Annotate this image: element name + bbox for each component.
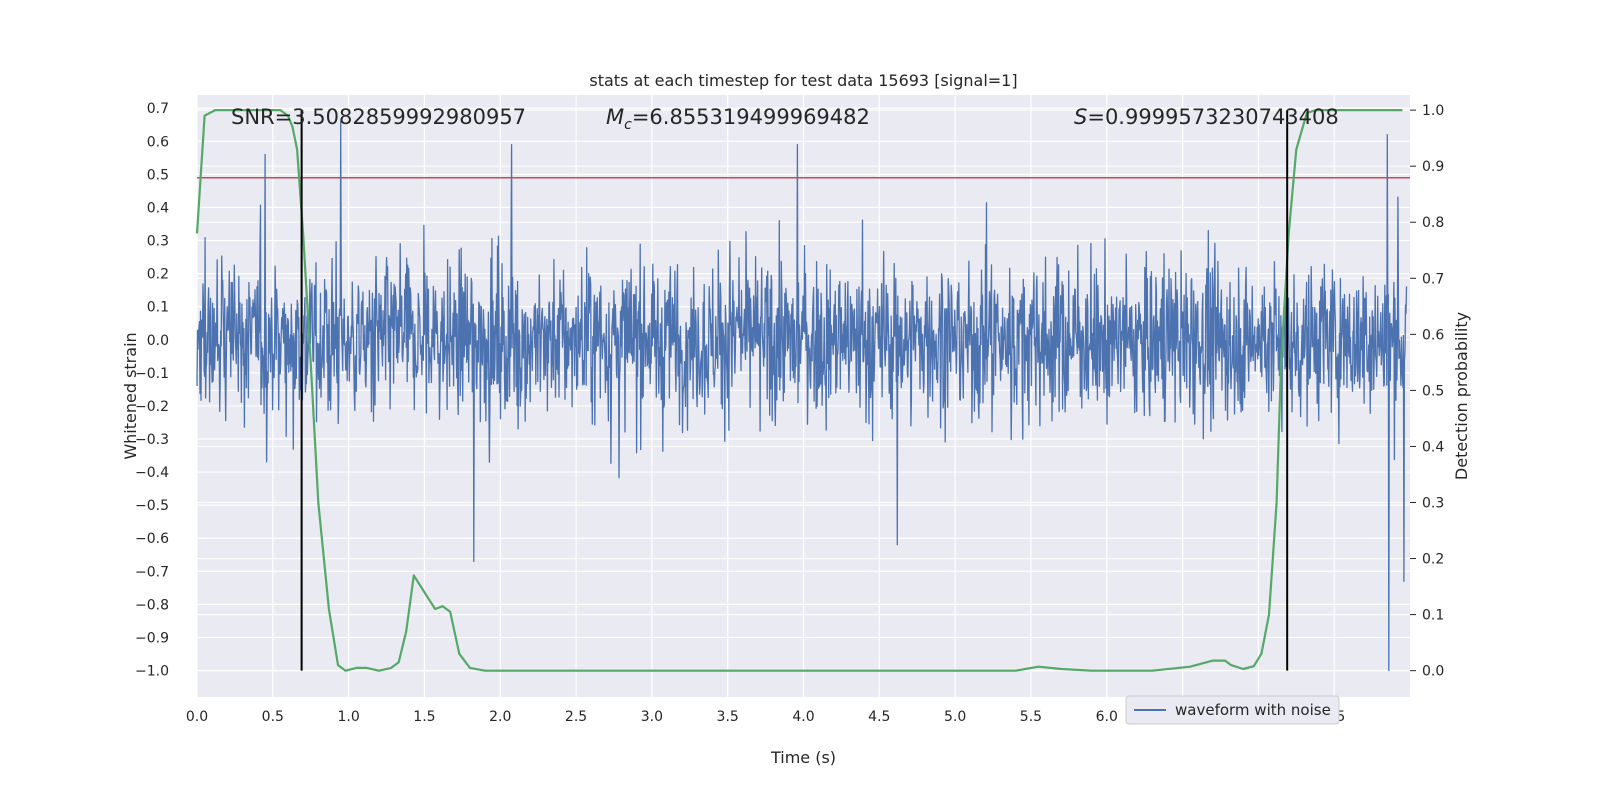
x-tick-label: 3.5 xyxy=(717,709,739,725)
x-tick-label: 1.5 xyxy=(413,709,435,725)
y-tick-label: −0.5 xyxy=(135,498,169,514)
y-tick-label: 0.5 xyxy=(147,167,169,183)
x-tick-label: 5.5 xyxy=(1020,709,1042,725)
chirp-mass-value: =6.855319499969482 xyxy=(632,105,870,129)
y2-tick-label: 0.5 xyxy=(1422,383,1444,399)
y-tick-label: −0.4 xyxy=(135,465,169,481)
y-tick-label: 0.4 xyxy=(147,200,169,216)
y-tick-label: −1.0 xyxy=(135,664,169,680)
y-axis-label: Whitened strain xyxy=(121,332,140,459)
legend-label: waveform with noise xyxy=(1175,701,1331,719)
y2-tick-label: 0.8 xyxy=(1422,215,1444,231)
y-tick-label: 0.1 xyxy=(147,300,169,316)
y-tick-label: −0.3 xyxy=(135,432,169,448)
y-axis-ticks: −1.0 −0.9 −0.8 −0.7 −0.6 −0.5 −0.4 −0.3 −0.2 −0.1… xyxy=(135,101,169,679)
chirp-mass-symbol: M xyxy=(606,105,624,129)
y2-tick-label: 0.4 xyxy=(1422,439,1444,455)
waveform-series xyxy=(196,120,1408,672)
chirp-mass-subscript: c xyxy=(624,117,632,133)
y2-tick-label: 0.1 xyxy=(1422,608,1444,624)
s-annotation: S=0.9999573230743408 xyxy=(1074,105,1339,129)
x-tick-label: 6.0 xyxy=(1096,709,1118,725)
y2-tick-label: 0.9 xyxy=(1422,159,1444,175)
y-tick-label: 0.3 xyxy=(147,234,169,250)
s-symbol: S xyxy=(1074,105,1087,129)
chirp-mass-annotation: Mc=6.855319499969482 xyxy=(606,105,870,133)
y-tick-label: 0.2 xyxy=(147,267,169,283)
y-tick-label: 0.7 xyxy=(147,101,169,117)
y-tick-label: −0.8 xyxy=(135,597,169,613)
y2-tick-label: 0.7 xyxy=(1422,271,1444,287)
y2-tick-label: 0.0 xyxy=(1422,664,1444,680)
x-tick-label: 4.0 xyxy=(792,709,814,725)
waveform-line xyxy=(196,120,1408,672)
x-axis-label: Time (s) xyxy=(770,748,836,767)
snr-annotation: SNR=3.5082859992980957 xyxy=(231,105,526,129)
x-tick-label: 0.0 xyxy=(186,709,208,725)
boundary-lines xyxy=(300,110,1289,671)
y-tick-label: 0.6 xyxy=(147,134,169,150)
x-tick-label: 5.0 xyxy=(944,709,966,725)
y2-tick-label: 1.0 xyxy=(1422,103,1444,119)
grid-vertical xyxy=(196,95,1335,697)
x-tick-label: 4.5 xyxy=(868,709,890,725)
y-tick-label: −0.9 xyxy=(135,630,169,646)
y-tick-label: 0.0 xyxy=(147,333,169,349)
y2-tick-label: 0.2 xyxy=(1422,552,1444,568)
y2-axis-ticks: 0.0 0.1 0.2 0.3 0.4 0.5 0.6 0.7 0.8 0.9 1.0 xyxy=(1410,103,1444,680)
legend-box xyxy=(1125,695,1340,725)
probability-line xyxy=(195,108,1403,672)
y-tick-label: −0.7 xyxy=(135,564,169,580)
chart-title: stats at each timestep for test data 156… xyxy=(589,71,1017,90)
x-tick-label: 0.5 xyxy=(262,709,284,725)
y-tick-label: −0.2 xyxy=(135,399,169,415)
s-value: =0.9999573230743408 xyxy=(1087,105,1338,129)
x-tick-label: 3.0 xyxy=(641,709,663,725)
y2-axis-label: Detection probability xyxy=(1452,312,1471,480)
y-tick-label: −0.6 xyxy=(135,531,169,547)
x-tick-label: 1.0 xyxy=(337,709,359,725)
y2-tick-label: 0.3 xyxy=(1422,495,1444,511)
legend: waveform with noise xyxy=(1125,695,1340,725)
y-tick-label: −0.1 xyxy=(135,366,169,382)
x-tick-label: 2.5 xyxy=(565,709,587,725)
x-tick-label: 2.0 xyxy=(489,709,511,725)
probability-series xyxy=(195,108,1403,672)
y2-tick-label: 0.6 xyxy=(1422,327,1444,343)
